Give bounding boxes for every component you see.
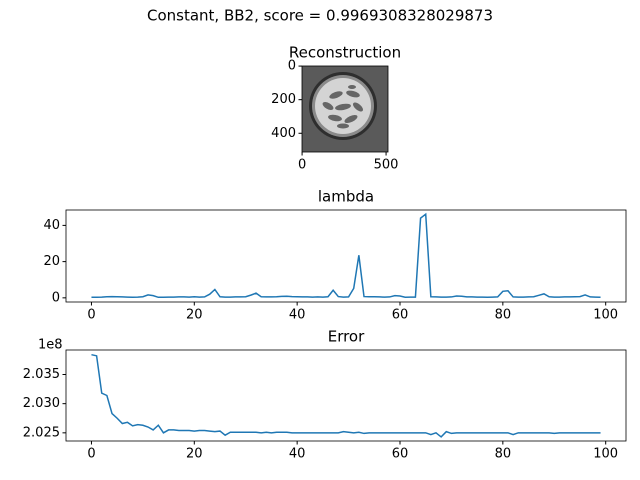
x-tick-label: 0 bbox=[298, 158, 306, 173]
line bbox=[91, 353, 601, 438]
y-tick-label: 400 bbox=[271, 126, 296, 141]
y-tick-label: 20 bbox=[43, 254, 60, 269]
y-tick-label: 0 bbox=[52, 290, 60, 305]
offset-label: 1e8 bbox=[38, 338, 63, 353]
x-tick-label: 40 bbox=[289, 447, 306, 462]
subplot-title: lambda bbox=[318, 188, 374, 206]
axes-frame bbox=[301, 65, 389, 153]
x-tick-label: 0 bbox=[87, 308, 95, 323]
subplot-title: Error bbox=[328, 328, 365, 346]
y-tick-label: 2.030 bbox=[23, 396, 60, 411]
line bbox=[91, 212, 601, 299]
x-tick-label: 60 bbox=[392, 447, 409, 462]
subplot-title: Reconstruction bbox=[289, 44, 401, 62]
axes-frame bbox=[65, 209, 627, 303]
x-tick-label: 80 bbox=[495, 308, 512, 323]
figure-title: Constant, BB2, score = 0.996930832802987… bbox=[147, 7, 493, 25]
y-tick-label: 40 bbox=[43, 218, 60, 233]
x-tick-label: 20 bbox=[186, 308, 203, 323]
x-tick-label: 20 bbox=[186, 447, 203, 462]
y-tick-label: 2.035 bbox=[23, 367, 60, 382]
x-tick-label: 500 bbox=[374, 158, 399, 173]
y-tick-label: 2.025 bbox=[23, 425, 60, 440]
axes-frame bbox=[65, 349, 627, 442]
y-tick-label: 0 bbox=[288, 59, 296, 74]
x-tick-label: 0 bbox=[87, 447, 95, 462]
x-tick-label: 80 bbox=[495, 447, 512, 462]
y-tick-label: 200 bbox=[271, 92, 296, 107]
x-tick-label: 100 bbox=[593, 447, 618, 462]
x-tick-label: 40 bbox=[289, 308, 306, 323]
reconstruction-image bbox=[302, 66, 388, 152]
x-tick-label: 60 bbox=[392, 308, 409, 323]
x-tick-label: 100 bbox=[593, 308, 618, 323]
